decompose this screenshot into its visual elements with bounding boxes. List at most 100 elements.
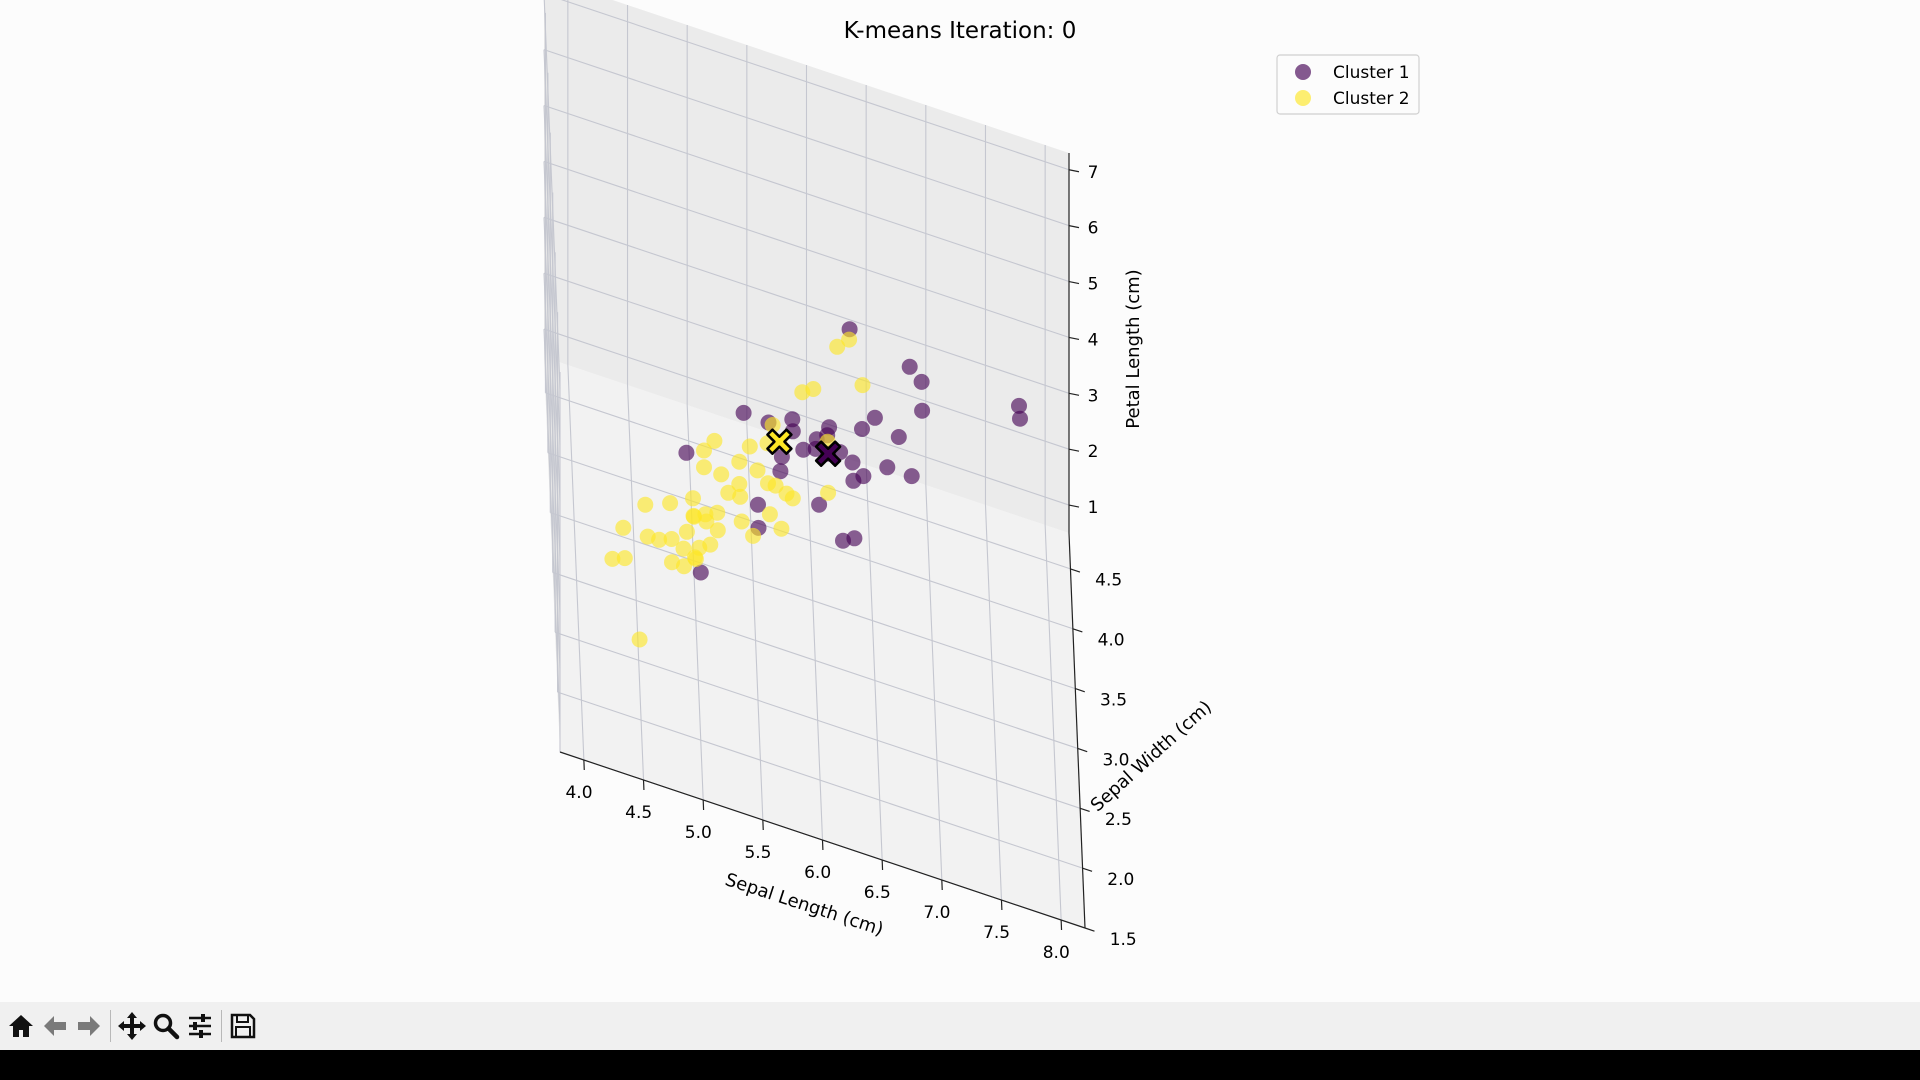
z-tick-mark (1068, 336, 1080, 341)
data-point-cluster-1 (692, 564, 709, 581)
data-point-cluster-2 (685, 490, 701, 507)
grid-line-z-side (543, 49, 561, 445)
grid-line-y-floor (557, 691, 1083, 869)
data-point-cluster-2 (854, 377, 871, 394)
y-tick-label: 2.5 (1105, 810, 1132, 830)
grid-line-z-side (543, 273, 561, 669)
toolbar-separator (110, 1010, 111, 1042)
data-point-cluster-1 (914, 402, 931, 419)
data-point-cluster-2 (820, 484, 837, 501)
forward-button[interactable] (72, 1006, 106, 1046)
data-point-cluster-2 (841, 331, 858, 348)
data-point-cluster-2 (761, 506, 778, 523)
grid-line-z-side (543, 329, 561, 725)
grid-line-x-floor (865, 464, 883, 861)
data-point-cluster-2 (720, 484, 737, 501)
data-point-cluster-2 (829, 338, 846, 355)
data-point-cluster-1 (835, 532, 851, 549)
z-tick-label: 5 (1088, 275, 1099, 295)
y-tick-label: 2.0 (1107, 870, 1134, 890)
x-tick-label: 5.0 (685, 823, 712, 843)
x-tick-label: 4.0 (565, 783, 592, 803)
y-tick-label: 4.0 (1098, 631, 1125, 651)
data-point-cluster-2 (731, 453, 748, 470)
data-point-cluster-1 (879, 459, 896, 476)
data-point-cluster-1 (795, 441, 812, 458)
data-point-cluster-1 (678, 444, 695, 461)
z-tick-label: 7 (1088, 163, 1099, 183)
home-icon (9, 1015, 33, 1037)
back-arrow-icon (44, 1016, 66, 1036)
grid-line-z-back (543, 328, 1070, 506)
z-tick-label: 1 (1088, 498, 1099, 518)
grid-line-x-floor (567, 364, 585, 761)
y-tick-label: 3.5 (1100, 690, 1127, 710)
legend-marker-cluster-1 (1295, 64, 1311, 80)
data-point-cluster-2 (615, 519, 632, 536)
data-point-cluster-2 (685, 507, 702, 524)
data-point-cluster-1 (903, 468, 920, 485)
data-point-cluster-2 (767, 477, 784, 494)
home-button[interactable] (4, 1006, 38, 1046)
data-point-cluster-2 (794, 384, 811, 401)
y-axis-line (1068, 532, 1086, 929)
x-tick-label: 5.5 (744, 843, 771, 863)
data-point-cluster-1 (866, 409, 883, 426)
toolbar-separator (221, 1010, 222, 1042)
x-tick-label: 8.0 (1043, 943, 1070, 963)
grid-line-x-floor (626, 384, 645, 781)
data-point-cluster-1 (735, 404, 752, 421)
save-button[interactable] (226, 1006, 260, 1046)
tick-labels: 4.0 4.5 5.0 5.5 6.0 6.5 7.0 7.5 8.0 1.5 2.0 2.5 3.0 3… (565, 163, 1136, 963)
y-tick-mark (1072, 628, 1083, 633)
data-point-cluster-2 (745, 527, 762, 544)
save-floppy-icon (230, 1013, 256, 1039)
data-point-cluster-2 (749, 462, 766, 479)
data-points (604, 321, 1028, 648)
y-tick-mark (1079, 807, 1090, 813)
figure-canvas[interactable]: K-means Iteration: 0 4.0 4.5 5.0 5.5 6.0 6.5 7… (0, 0, 1920, 1002)
data-point-cluster-1 (890, 429, 907, 445)
grid-line-z-back (543, 272, 1070, 450)
pan-button[interactable] (115, 1006, 149, 1046)
y-tick-mark (1082, 867, 1093, 872)
centroid-marker-cluster-1 (814, 440, 842, 467)
data-point-cluster-1 (811, 496, 828, 513)
data-point-cluster-2 (709, 504, 726, 521)
data-point-cluster-1 (844, 454, 861, 471)
data-point-cluster-1 (854, 421, 870, 437)
zoom-button[interactable] (149, 1006, 183, 1046)
data-point-cluster-2 (696, 442, 712, 459)
grid-line-y-floor (552, 571, 1078, 749)
z-tick-mark (1068, 169, 1080, 173)
data-point-cluster-2 (631, 631, 648, 648)
navigation-toolbar (0, 1002, 1920, 1050)
configure-subplots-button[interactable] (183, 1006, 217, 1046)
data-point-cluster-2 (709, 522, 726, 539)
grid-line-z-side (543, 217, 561, 613)
grid-line-y-floor (554, 631, 1081, 809)
z-tick-mark (1068, 504, 1080, 508)
x-tick-label: 7.5 (983, 923, 1010, 943)
data-point-cluster-2 (773, 520, 790, 537)
data-point-cluster-2 (663, 531, 680, 547)
grid-line-y-floor (550, 512, 1076, 690)
back-button[interactable] (38, 1006, 72, 1046)
centroid-markers (766, 428, 842, 467)
window-bottom-bar (0, 1050, 1920, 1080)
grid-line-z-back (543, 49, 1070, 227)
grid-line-z-back (543, 105, 1070, 283)
x-tick-label: 4.5 (625, 803, 652, 823)
legend-label-cluster-1: Cluster 1 (1333, 63, 1410, 83)
data-point-cluster-2 (698, 513, 715, 530)
grid-line-y-floor (547, 452, 1074, 630)
grid-line-x-floor (925, 484, 943, 881)
y-tick-mark (1075, 688, 1085, 693)
data-point-cluster-2 (696, 459, 712, 476)
axis-panes (544, 0, 1085, 928)
data-point-cluster-1 (750, 496, 766, 513)
kmeans-3d-scatter-plot[interactable]: K-means Iteration: 0 4.0 4.5 5.0 5.5 6.0 6.5 7… (0, 0, 1920, 1002)
x-tick-label: 7.0 (923, 903, 950, 923)
grid-line-x-floor (984, 504, 1003, 901)
z-tick-mark (1068, 448, 1080, 452)
